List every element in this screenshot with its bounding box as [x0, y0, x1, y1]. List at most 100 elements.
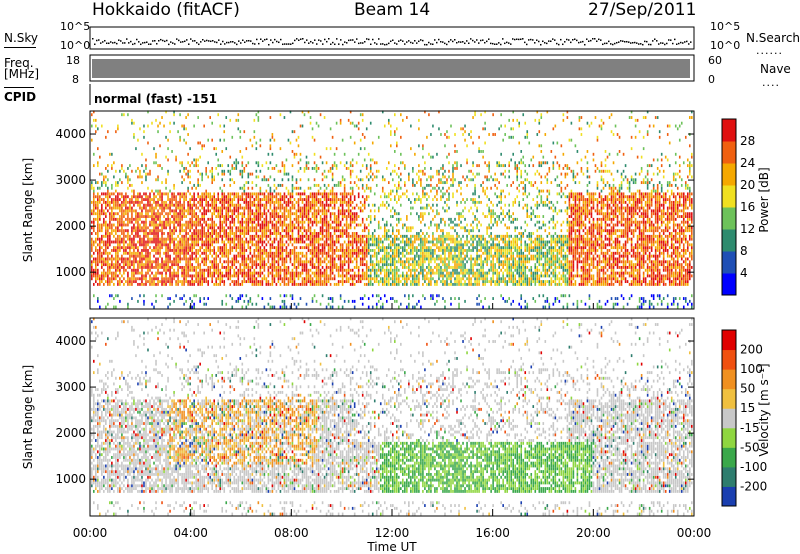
power-cell [337, 237, 340, 241]
power-cell [281, 198, 284, 201]
noise-point [350, 39, 352, 41]
power-cell [159, 164, 161, 168]
power-cell [313, 215, 316, 218]
power-cell [139, 243, 141, 247]
power-cell [143, 302, 145, 306]
power-cell [257, 237, 260, 241]
power-cell [161, 209, 163, 213]
power-cell [123, 220, 125, 224]
power-cell [385, 274, 388, 278]
power-cell [115, 229, 117, 233]
power-cell [315, 268, 318, 272]
power-cell [231, 305, 234, 309]
power-cell [253, 215, 256, 218]
power-cell [199, 274, 201, 278]
power-cell [137, 268, 139, 272]
power-cell [283, 282, 286, 286]
noise-point [440, 40, 442, 43]
power-cell [193, 192, 195, 196]
noise-point [302, 38, 304, 40]
power-cell [263, 251, 266, 255]
power-cell [255, 183, 258, 187]
power-cell [355, 240, 358, 244]
power-cell [341, 271, 344, 275]
noise-point [384, 43, 386, 46]
power-cell [291, 183, 294, 187]
freq-unit: [MHz] [4, 67, 40, 81]
power-cell [349, 192, 352, 196]
power-cell [289, 192, 292, 196]
power-cell [247, 257, 250, 261]
power-cell [297, 203, 300, 207]
noise-point [480, 39, 482, 42]
power-cell [271, 166, 274, 170]
power-cell [99, 249, 101, 252]
power-cell [193, 234, 195, 238]
power-cell [331, 189, 334, 193]
power-cell [91, 246, 93, 250]
noise-point [354, 41, 356, 43]
power-cell [289, 200, 292, 204]
noise-point [474, 41, 476, 43]
power-cell [175, 198, 177, 201]
power-cell [291, 271, 294, 275]
power-cell [305, 166, 308, 170]
power-cell [271, 215, 274, 218]
power-cell [205, 254, 207, 258]
power-cell [291, 277, 294, 281]
power-cell [233, 203, 236, 207]
power-cell [335, 217, 338, 221]
power-cell [375, 237, 378, 241]
power-cell [245, 192, 248, 196]
power-cell [323, 220, 326, 224]
power-cell [177, 234, 179, 238]
power-cell [309, 240, 312, 244]
power-cell [145, 172, 147, 176]
power-cell [333, 249, 336, 252]
power-cell [237, 299, 240, 303]
power-cell [243, 215, 246, 218]
power-cell [283, 215, 286, 218]
power-cell [299, 124, 302, 128]
power-cell [389, 265, 392, 269]
power-cell [227, 271, 230, 275]
power-cell [357, 234, 360, 238]
power-cell [121, 246, 123, 250]
power-cell [233, 217, 236, 221]
power-cell [219, 209, 222, 213]
power-cell [227, 226, 230, 230]
noise-point [114, 41, 116, 44]
power-cell [181, 257, 183, 261]
noise-point [276, 40, 278, 43]
power-cell [283, 305, 286, 309]
power-cell [363, 294, 366, 298]
power-cell [231, 280, 234, 284]
power-cell [289, 251, 292, 255]
power-cell [277, 277, 280, 281]
power-cell [253, 200, 256, 204]
noise-point [518, 38, 520, 41]
noise-point [580, 41, 582, 43]
power-cell [165, 282, 167, 286]
power-cell [307, 234, 310, 238]
power-cell [137, 200, 139, 204]
power-cell [163, 124, 165, 128]
power-cell [197, 183, 199, 187]
power-cell [225, 268, 228, 272]
power-cell [303, 209, 306, 213]
power-cell [243, 249, 246, 252]
power-cell [117, 206, 119, 210]
power-cell [367, 249, 370, 252]
power-cell [375, 268, 378, 272]
power-cell [387, 277, 390, 281]
power-cell [113, 223, 115, 227]
freq-underline [4, 87, 34, 88]
power-cell [283, 206, 286, 210]
noise-point [180, 41, 182, 43]
power-cell [311, 271, 314, 275]
power-cell [111, 294, 113, 298]
power-cell [227, 192, 230, 196]
power-cell [357, 277, 360, 281]
power-cell [207, 232, 209, 235]
power-cell [173, 263, 175, 267]
